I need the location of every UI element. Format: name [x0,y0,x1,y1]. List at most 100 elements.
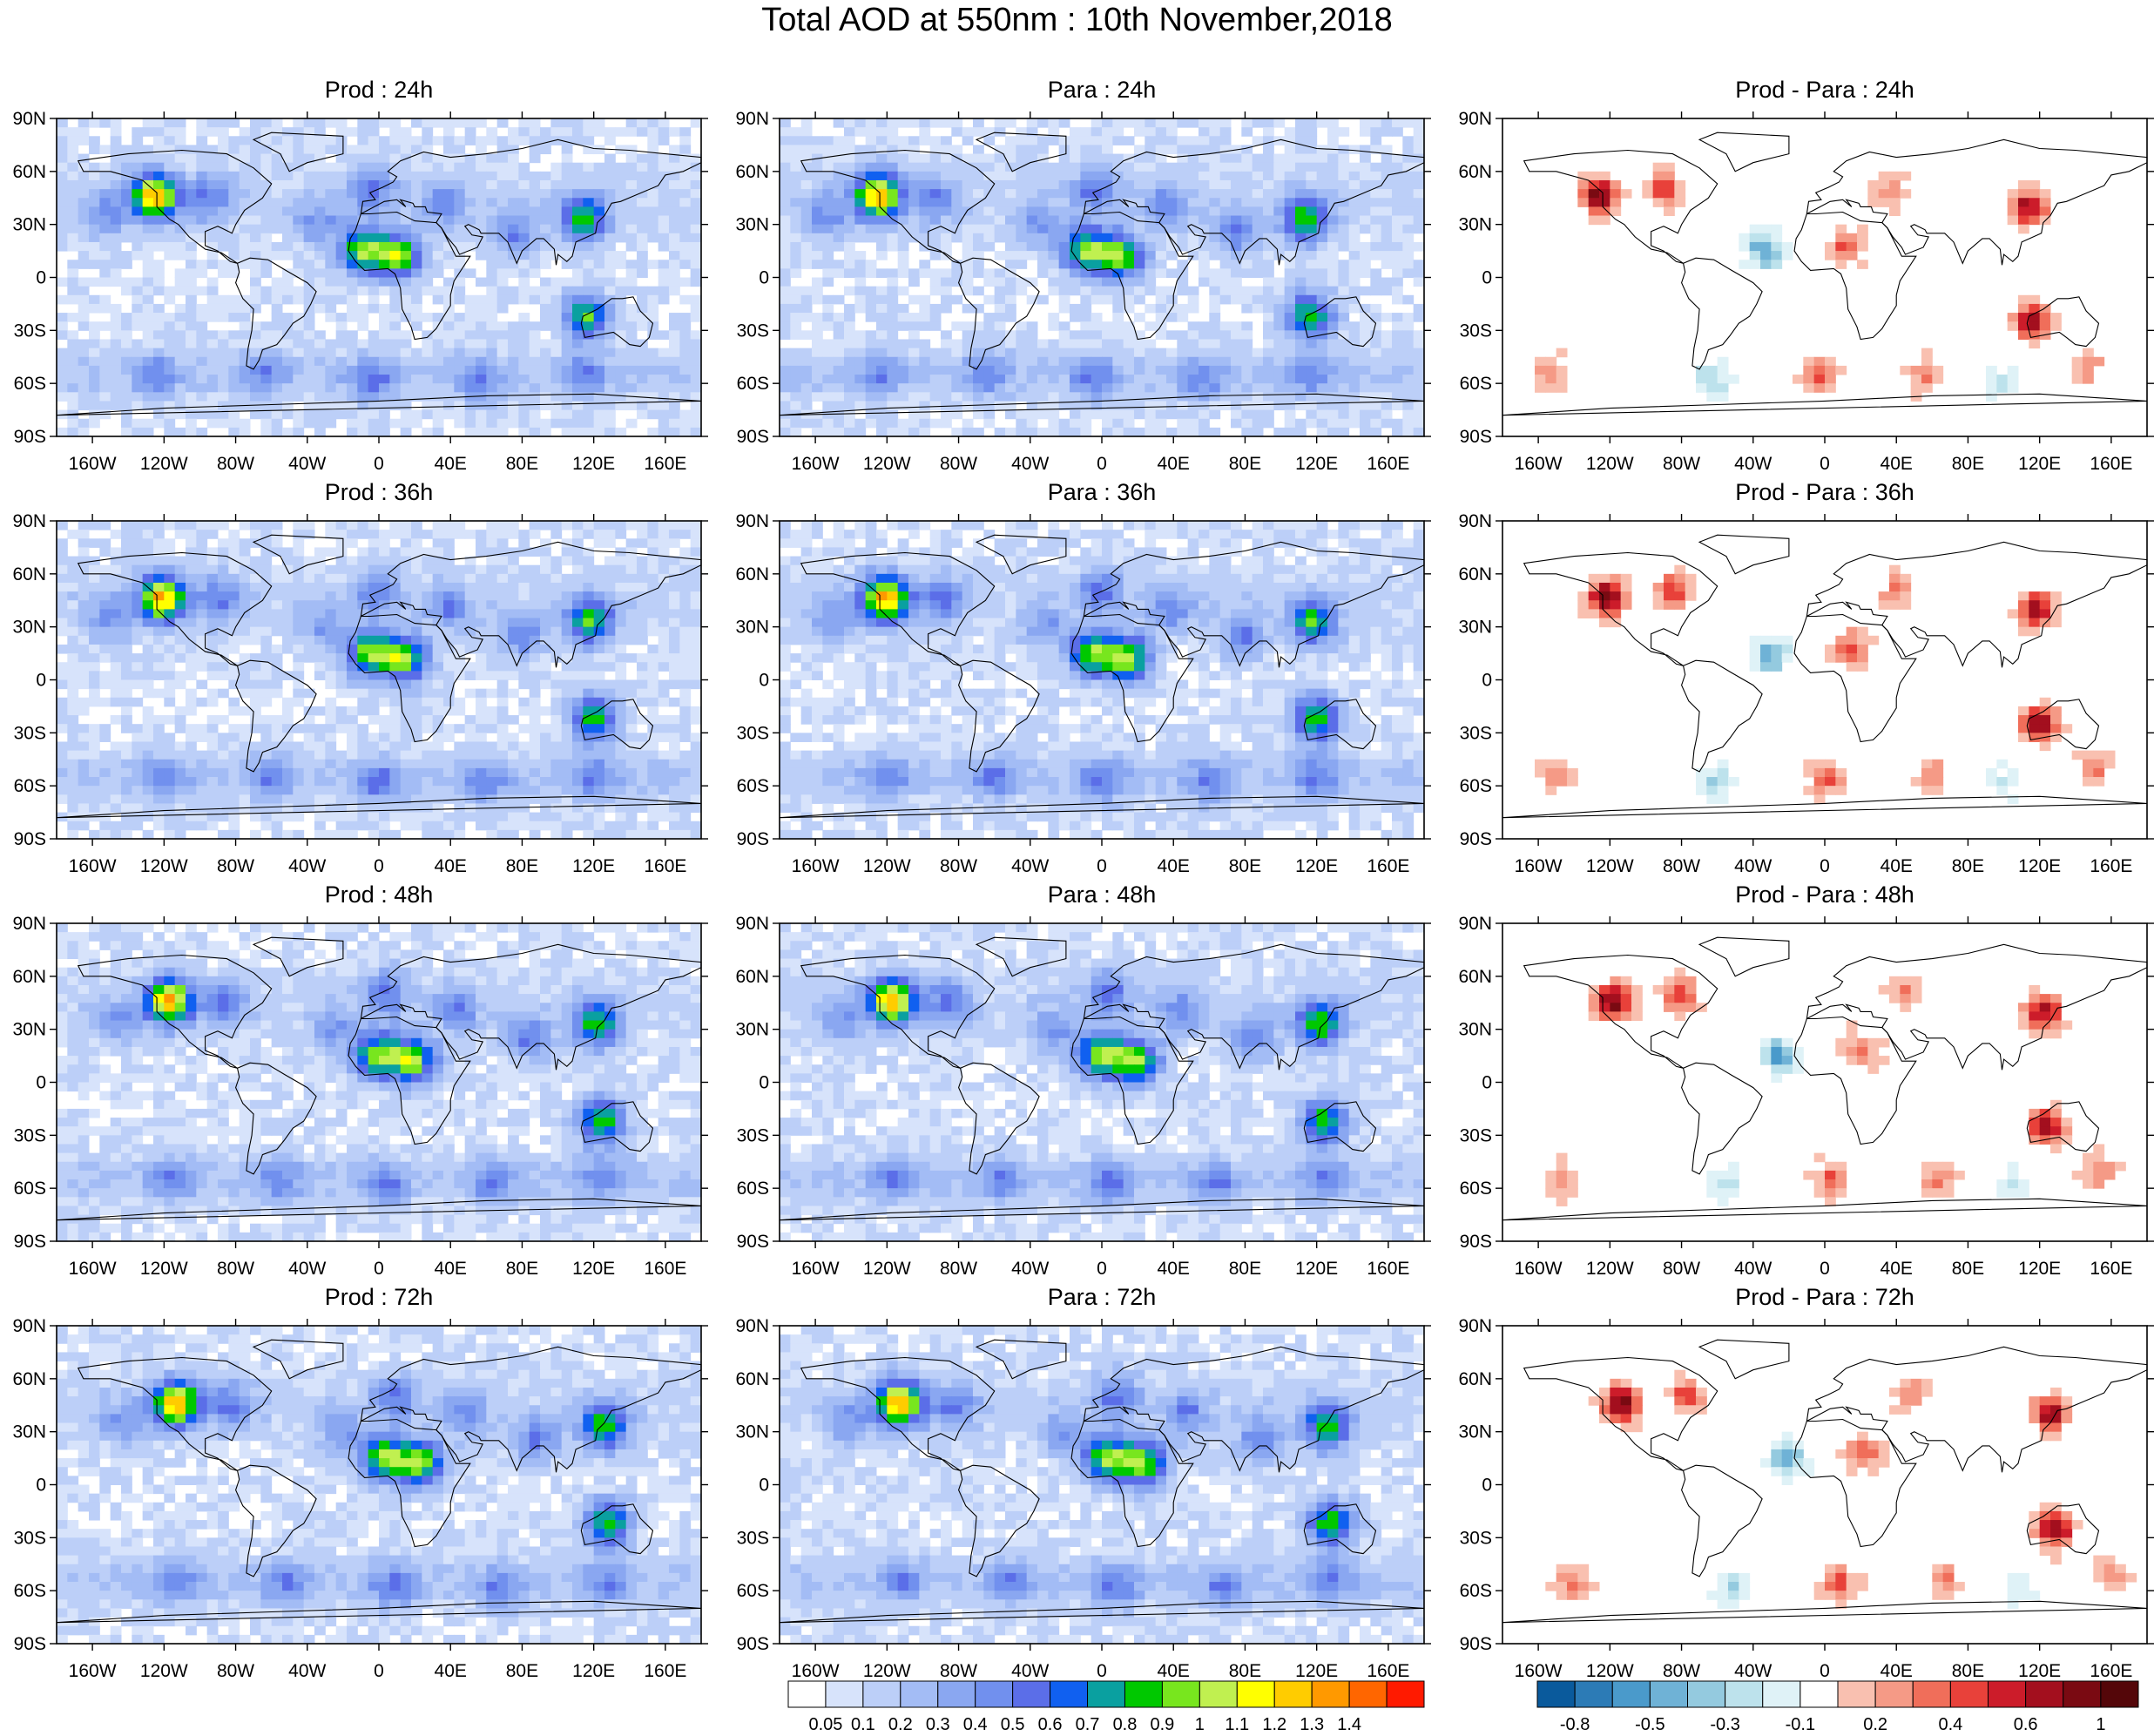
lon-tick-label: 120E [572,1661,615,1681]
lon-tick-label: 160W [69,856,117,876]
colorbar-box [2025,1680,2064,1708]
lon-tick-label: 120W [863,454,911,474]
lon-tick-label: 40E [1158,454,1190,474]
field-shading [57,1326,702,1645]
map-panel: Para : 24h 90N 60N 30N 0 30S 60S 90S 160W 120W 80W… [723,77,1472,479]
lat-tick-label: 0 [36,1073,46,1093]
lon-tick-label: 160W [1515,1661,1563,1681]
lon-tick-label: 160W [1515,1259,1563,1279]
lon-tick-label: 80E [506,1259,538,1279]
colorbar-box [1912,1680,1951,1708]
field-shading [780,923,1425,1242]
lat-tick-label: 30N [735,215,769,235]
lat-tick-label: 60N [735,1369,769,1389]
coastline [56,132,702,416]
lon-tick-label: 120W [863,1259,911,1279]
lon-tick-label: 40E [1881,454,1913,474]
panel-title: Prod - Para : 72h [1735,1284,1914,1310]
lat-tick-label: 60N [1458,564,1492,584]
lon-tick-label: 80E [1952,1259,1984,1279]
field-shading [780,1326,1425,1645]
lat-tick-label: 90S [737,1634,769,1654]
coastline [1502,936,2148,1221]
colorbar-label: 0.6 [2014,1715,2038,1734]
lon-tick-label: 120W [863,856,911,876]
aod-map: 90N 60N 30N 0 30S 60S 90S 160W 120W 80W 40W 0 40E 80E… [735,1316,1431,1681]
colorbar-box [1273,1680,1313,1708]
field-shading [780,521,1425,840]
panel-title: Para : 36h [1047,479,1157,505]
lat-tick-label: 30S [737,1528,769,1548]
aod-map: 90N 60N 30N 0 30S 60S 90S 160W 120W 80W 40W 0 40E 80E… [735,109,1431,474]
lon-tick-label: 80W [1663,1661,1700,1681]
lat-tick-label: 90N [1458,511,1492,531]
lon-tick-label: 160W [792,454,840,474]
lat-tick-label: 60S [1460,1179,1492,1199]
lon-tick-label: 80W [1663,454,1700,474]
lon-tick-label: 80W [217,1661,254,1681]
lat-tick-label: 90N [12,109,46,129]
colorbar-label: 1 [1195,1715,1205,1734]
lat-tick-label: 60S [1460,374,1492,394]
lon-tick-label: 80E [506,454,538,474]
lon-tick-label: 120E [572,856,615,876]
colorbar-label: 1.4 [1337,1715,1361,1734]
lat-tick-label: 30N [1458,1020,1492,1040]
map-panel: Prod - Para : 48h 90N 60N 30N 0 30S 60S 90S 160W… [1446,882,2154,1284]
panel-title: Prod - Para : 48h [1735,882,1914,908]
map-panel: Para : 48h 90N 60N 30N 0 30S 60S 90S 160W 120W 80W… [723,882,1472,1284]
lat-tick-label: 60S [737,1581,769,1601]
lon-tick-label: 80E [1229,856,1261,876]
colorbar-label: 1 [2096,1715,2105,1734]
lon-tick-label: 40W [1734,1661,1772,1681]
lat-tick-label: 30N [1458,1422,1492,1442]
colorbar-box [2100,1680,2139,1708]
lat-tick-label: 90N [1458,1316,1492,1336]
lat-tick-label: 30N [12,215,46,235]
lon-tick-label: 40W [288,1259,326,1279]
coastline [56,936,702,1221]
lat-tick-label: 30S [14,1528,46,1548]
colorbar-label: 0.8 [1113,1715,1138,1734]
lat-tick-label: 30S [737,723,769,743]
lon-tick-label: 160E [1367,856,1409,876]
lon-tick-label: 40E [1881,1661,1913,1681]
lat-tick-label: 90S [737,1232,769,1252]
map-panel: Prod : 24h 90N 60N 30N 0 30S 60S 90S 160W 120W 80W… [0,77,749,479]
colorbar-box [1837,1680,1876,1708]
colorbar-box [1236,1680,1275,1708]
lat-tick-label: 60S [1460,776,1492,796]
colorbar-label: 0.1 [851,1715,875,1734]
lon-tick-label: 120W [140,454,188,474]
lon-tick-label: 120E [1295,856,1338,876]
lon-tick-label: 120E [1295,1259,1338,1279]
lon-tick-label: 120W [140,856,188,876]
aod-map: 90N 60N 30N 0 30S 60S 90S 160W 120W 80W 40W 0 40E 80E… [735,914,1431,1279]
lat-tick-label: 0 [1482,268,1492,288]
lon-tick-label: 40E [1158,1661,1190,1681]
lon-tick-label: 80E [506,856,538,876]
lat-tick-label: 60S [737,374,769,394]
lon-tick-label: 40W [1011,1661,1049,1681]
lat-tick-label: 60N [735,564,769,584]
map-panel: Prod - Para : 24h 90N 60N 30N 0 30S 60S 90S 160W… [1446,77,2154,479]
figure-title: Total AOD at 550nm : 10th November,2018 [761,2,1393,38]
lon-tick-label: 120E [572,454,615,474]
lon-tick-label: 80W [1663,856,1700,876]
panel-title: Prod : 72h [324,1284,434,1310]
field-shading [1535,564,2116,804]
colorbar-label: 0.9 [1151,1715,1175,1734]
lon-tick-label: 160W [69,454,117,474]
lat-tick-label: 90N [735,109,769,129]
lat-tick-label: 60N [12,162,46,182]
lon-tick-label: 80E [1229,1661,1261,1681]
colorbar-box [787,1680,827,1708]
colorbar-box [1574,1680,1613,1708]
lat-tick-label: 60N [12,1369,46,1389]
lon-tick-label: 80W [217,1259,254,1279]
lon-tick-label: 40W [288,856,326,876]
lon-tick-label: 40W [1011,856,1049,876]
lon-tick-label: 0 [1097,1661,1107,1681]
coastline [1502,1339,2148,1624]
colorbar-box [825,1680,864,1708]
